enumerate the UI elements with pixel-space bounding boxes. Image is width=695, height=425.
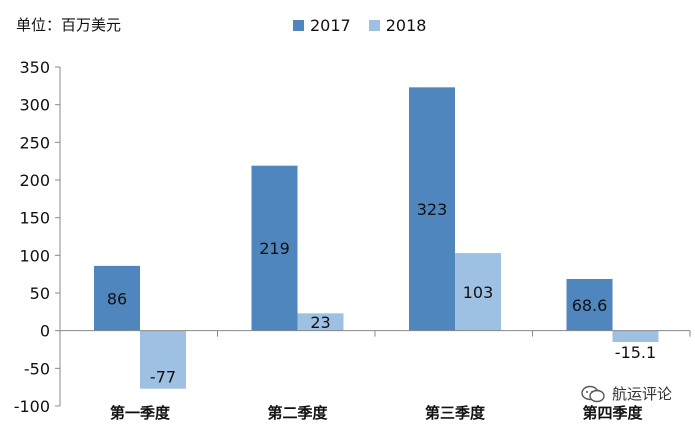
data-label-2018-q4: -15.1 (615, 343, 656, 362)
data-label-2018-q2: 23 (310, 313, 330, 332)
data-label-2017-q4: 68.6 (572, 296, 608, 315)
bar-2018-q3 (455, 253, 501, 331)
data-label-2018-q1: -77 (150, 368, 176, 387)
legend-item-2018: 2018 (368, 16, 427, 35)
legend-item-2017: 2017 (293, 16, 351, 35)
y-tick-label: 350 (19, 58, 50, 77)
wechat-icon (581, 385, 605, 402)
unit-label: 单位：百万美元 (16, 16, 122, 34)
legend-label-2017: 2017 (310, 16, 351, 35)
bar-2018-q2 (297, 313, 344, 331)
y-tick-label: -50 (24, 359, 50, 378)
watermark-text: 航运评论 (612, 385, 673, 403)
data-label-2017-q1: 86 (107, 289, 127, 308)
bar-2018-q4 (612, 330, 659, 343)
bar-2017-q1 (94, 265, 140, 331)
y-tick-label: 300 (19, 96, 50, 115)
y-tick-label: -100 (14, 397, 50, 416)
bar-2017-q3 (409, 87, 455, 331)
legend-swatch-2018 (368, 20, 380, 31)
data-label-2018-q3: 103 (463, 283, 494, 302)
y-tick-label: 250 (19, 133, 50, 152)
bar-2017-q4 (566, 278, 613, 331)
x-tick-label: 第一季度 (110, 404, 171, 422)
bar-2017-q2 (251, 165, 298, 331)
y-tick-label: 150 (19, 209, 50, 228)
data-label-2017-q3: 323 (417, 200, 448, 219)
legend-swatch-2017 (293, 20, 304, 31)
legend: 2017 2018 (293, 16, 444, 35)
data-label-2017-q2: 219 (259, 239, 290, 258)
x-tick-label: 第二季度 (267, 404, 328, 422)
y-tick-label: 200 (19, 171, 50, 190)
y-tick-label: 100 (19, 246, 50, 265)
bar-2018-q1 (140, 330, 186, 389)
y-tick-label: 50 (30, 284, 50, 303)
x-tick-label: 第三季度 (425, 404, 486, 422)
watermark: 航运评论 (580, 383, 672, 404)
y-tick-label: 0 (40, 322, 50, 341)
legend-label-2018: 2018 (385, 16, 427, 35)
x-tick-label: 第四季度 (582, 404, 643, 422)
